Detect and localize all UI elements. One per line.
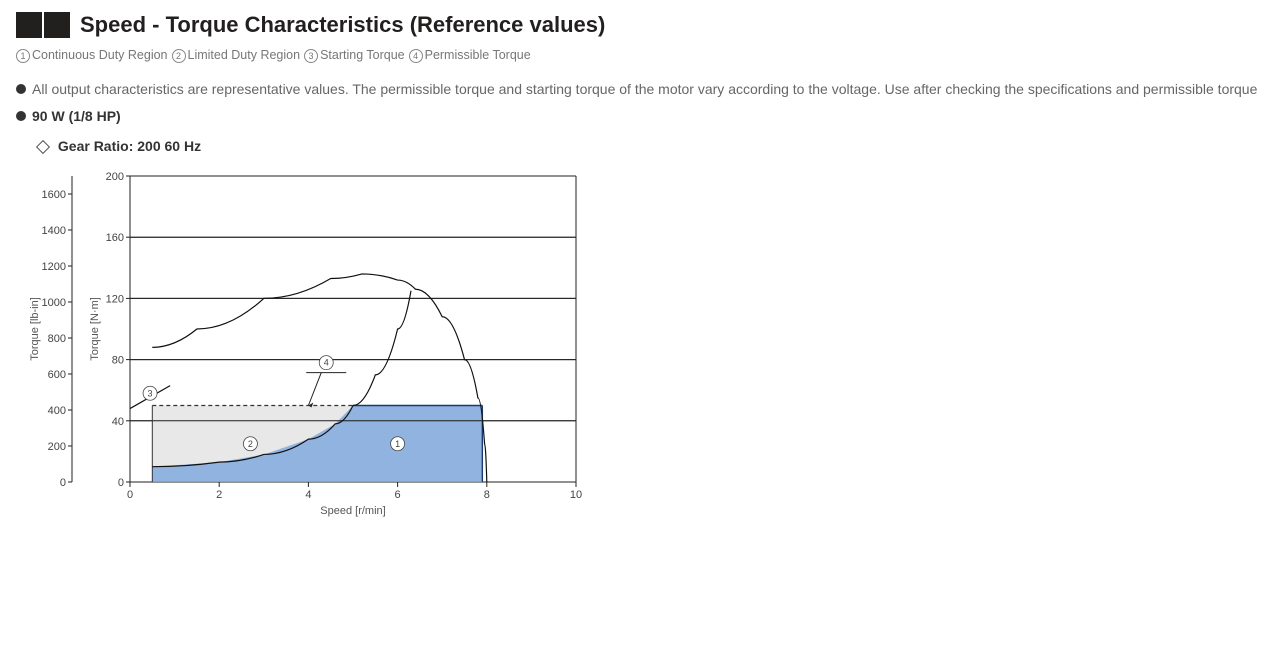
svg-text:200: 200 — [106, 171, 124, 183]
svg-text:80: 80 — [112, 354, 124, 366]
svg-text:1200: 1200 — [42, 261, 66, 273]
svg-text:1000: 1000 — [42, 297, 66, 309]
svg-text:1600: 1600 — [42, 189, 66, 201]
svg-text:160: 160 — [106, 232, 124, 244]
legend-item-label: Permissible Torque — [425, 48, 531, 62]
speed-torque-chart: 0 2 4 6 8 10 Speed [r/min] 0 40 80 120 160 200 0 200 40… — [26, 162, 1264, 525]
svg-text:2: 2 — [248, 438, 253, 448]
gear-ratio-row: Gear Ratio: 200 60 Hz — [38, 138, 1264, 154]
note-text: All output characteristics are represent… — [32, 79, 1264, 100]
power-row: 90 W (1/8 HP) — [16, 108, 1264, 124]
legend-item: 1Continuous Duty Region — [16, 48, 168, 63]
circled-number-icon: 1 — [16, 49, 30, 63]
svg-text:Torque [N·m]: Torque [N·m] — [89, 297, 101, 361]
legend-item-label: Starting Torque — [320, 48, 405, 62]
svg-text:1400: 1400 — [42, 225, 66, 237]
svg-text:400: 400 — [48, 405, 66, 417]
legend-item-label: Limited Duty Region — [188, 48, 301, 62]
diamond-icon — [36, 140, 50, 154]
svg-text:3: 3 — [148, 388, 153, 398]
svg-text:600: 600 — [48, 369, 66, 381]
power-label: 90 W (1/8 HP) — [32, 108, 121, 124]
svg-text:2: 2 — [216, 489, 222, 501]
svg-text:4: 4 — [305, 489, 311, 501]
legend-item: 2Limited Duty Region — [172, 48, 301, 63]
page-title: Speed - Torque Characteristics (Referenc… — [80, 12, 605, 38]
svg-text:40: 40 — [112, 416, 124, 428]
svg-text:Speed [r/min]: Speed [r/min] — [320, 505, 385, 517]
legend-line: 1Continuous Duty Region 2Limited Duty Re… — [16, 48, 1264, 63]
svg-text:800: 800 — [48, 333, 66, 345]
legend-item: 3Starting Torque — [304, 48, 405, 63]
svg-text:Torque [lb-in]: Torque [lb-in] — [29, 297, 41, 361]
svg-text:200: 200 — [48, 441, 66, 453]
svg-text:0: 0 — [127, 489, 133, 501]
svg-text:1: 1 — [395, 438, 400, 448]
svg-text:10: 10 — [570, 489, 582, 501]
svg-text:6: 6 — [395, 489, 401, 501]
bullet-icon — [16, 84, 26, 94]
svg-text:120: 120 — [106, 293, 124, 305]
bullet-icon — [16, 111, 26, 121]
note-row: All output characteristics are represent… — [16, 79, 1264, 100]
legend-item-label: Continuous Duty Region — [32, 48, 168, 62]
page-title-row: Speed - Torque Characteristics (Referenc… — [16, 12, 1264, 38]
circled-number-icon: 3 — [304, 49, 318, 63]
title-marker-icon — [16, 12, 70, 38]
circled-number-icon: 2 — [172, 49, 186, 63]
svg-text:8: 8 — [484, 489, 490, 501]
legend-item: 4Permissible Torque — [409, 48, 531, 63]
circled-number-icon: 4 — [409, 49, 423, 63]
svg-text:0: 0 — [118, 477, 124, 489]
svg-text:0: 0 — [60, 477, 66, 489]
gear-label: Gear Ratio: 200 60 Hz — [58, 138, 201, 154]
svg-text:4: 4 — [324, 357, 329, 367]
